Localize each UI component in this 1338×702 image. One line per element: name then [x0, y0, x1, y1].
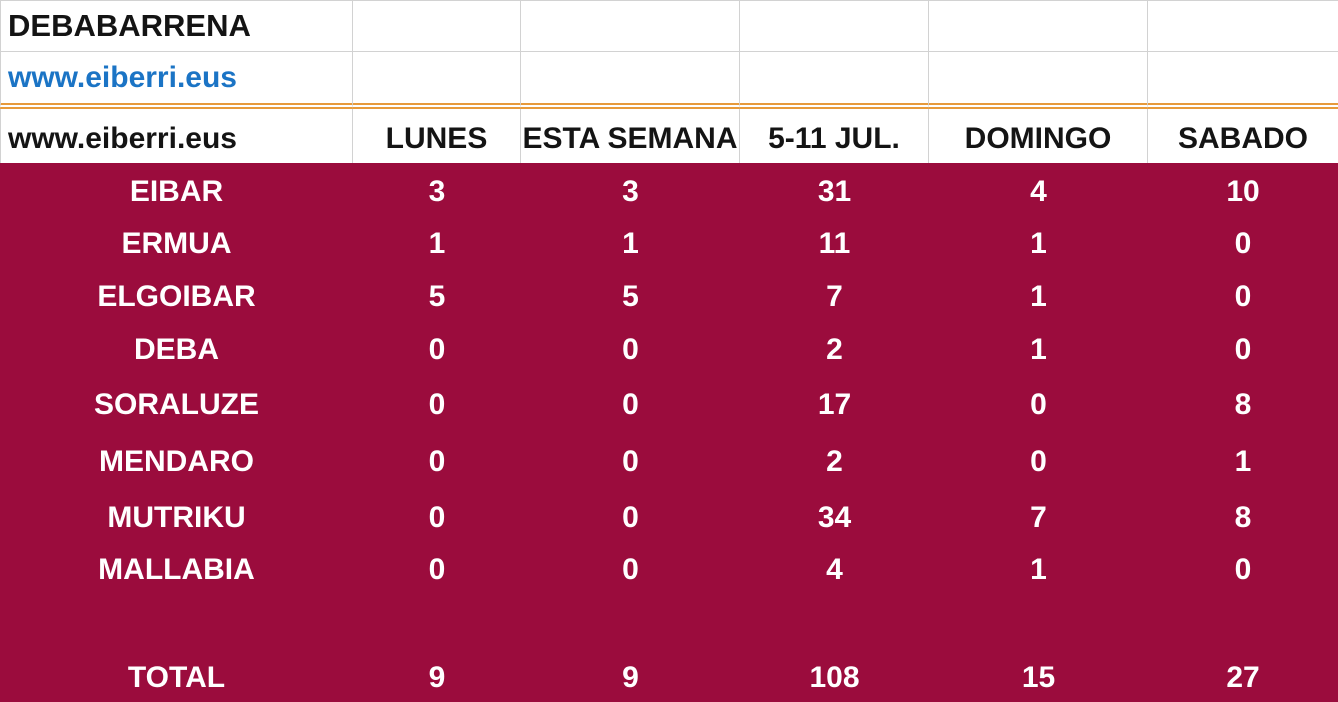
empty-cell[interactable]: [740, 52, 929, 109]
data-block: EIBAR 3 3 31 4 10 ERMUA 1 1 11 1 0 ELGOI…: [0, 163, 1338, 702]
row-label[interactable]: ELGOIBAR: [0, 268, 353, 321]
value-cell[interactable]: 7: [929, 489, 1148, 541]
value-cell[interactable]: 1: [929, 215, 1148, 268]
value-cell[interactable]: 1: [929, 541, 1148, 594]
total-value-cell[interactable]: 9: [521, 648, 740, 702]
empty-row-cell[interactable]: [521, 594, 740, 648]
value-cell[interactable]: 0: [353, 321, 521, 374]
value-cell[interactable]: 5: [353, 268, 521, 321]
value-cell[interactable]: 8: [1148, 374, 1338, 430]
empty-row-cell[interactable]: [1148, 594, 1338, 648]
empty-cell[interactable]: [929, 0, 1148, 52]
value-cell[interactable]: 3: [353, 163, 521, 215]
empty-cell[interactable]: [1148, 52, 1338, 109]
header-cell-website[interactable]: www.eiberri.eus: [0, 109, 353, 163]
value-cell[interactable]: 4: [740, 541, 929, 594]
empty-cell[interactable]: [353, 0, 521, 52]
row-label[interactable]: MENDARO: [0, 430, 353, 489]
row-label[interactable]: DEBA: [0, 321, 353, 374]
empty-cell[interactable]: [740, 0, 929, 52]
empty-row-cell[interactable]: [353, 594, 521, 648]
empty-cell[interactable]: [353, 52, 521, 109]
header-cell-5-11-jul[interactable]: 5-11 JUL.: [740, 109, 929, 163]
value-cell[interactable]: 0: [521, 374, 740, 430]
value-cell[interactable]: 5: [521, 268, 740, 321]
total-value-cell[interactable]: 108: [740, 648, 929, 702]
title-cell[interactable]: DEBABARRENA: [0, 0, 353, 52]
value-cell[interactable]: 3: [521, 163, 740, 215]
value-cell[interactable]: 8: [1148, 489, 1338, 541]
value-cell[interactable]: 10: [1148, 163, 1338, 215]
value-cell[interactable]: 2: [740, 430, 929, 489]
value-cell[interactable]: 0: [1148, 268, 1338, 321]
header-cell-domingo[interactable]: DOMINGO: [929, 109, 1148, 163]
value-cell[interactable]: 0: [353, 430, 521, 489]
value-cell[interactable]: 0: [1148, 321, 1338, 374]
value-cell[interactable]: 7: [740, 268, 929, 321]
value-cell[interactable]: 1: [1148, 430, 1338, 489]
website-link-cell[interactable]: www.eiberri.eus: [0, 52, 353, 109]
value-cell[interactable]: 0: [521, 541, 740, 594]
value-cell[interactable]: 0: [353, 541, 521, 594]
header-cell-esta-semana[interactable]: ESTA SEMANA: [521, 109, 740, 163]
header-cell-sabado[interactable]: SABADO: [1148, 109, 1338, 163]
value-cell[interactable]: 0: [929, 430, 1148, 489]
header-cell-lunes[interactable]: LUNES: [353, 109, 521, 163]
value-cell[interactable]: 11: [740, 215, 929, 268]
value-cell[interactable]: 0: [521, 321, 740, 374]
value-cell[interactable]: 0: [1148, 541, 1338, 594]
row-label[interactable]: MALLABIA: [0, 541, 353, 594]
empty-cell[interactable]: [1148, 0, 1338, 52]
value-cell[interactable]: 4: [929, 163, 1148, 215]
row-label[interactable]: ERMUA: [0, 215, 353, 268]
empty-cell[interactable]: [521, 0, 740, 52]
total-value-cell[interactable]: 9: [353, 648, 521, 702]
total-value-cell[interactable]: 15: [929, 648, 1148, 702]
row-label[interactable]: MUTRIKU: [0, 489, 353, 541]
empty-cell[interactable]: [521, 52, 740, 109]
value-cell[interactable]: 34: [740, 489, 929, 541]
empty-row-cell[interactable]: [929, 594, 1148, 648]
total-label[interactable]: TOTAL: [0, 648, 353, 702]
value-cell[interactable]: 0: [521, 430, 740, 489]
value-cell[interactable]: 0: [929, 374, 1148, 430]
value-cell[interactable]: 0: [521, 489, 740, 541]
empty-row-cell[interactable]: [0, 594, 353, 648]
row-label[interactable]: SORALUZE: [0, 374, 353, 430]
empty-cell[interactable]: [929, 52, 1148, 109]
value-cell[interactable]: 1: [929, 268, 1148, 321]
value-cell[interactable]: 31: [740, 163, 929, 215]
empty-row-cell[interactable]: [740, 594, 929, 648]
value-cell[interactable]: 17: [740, 374, 929, 430]
total-value-cell[interactable]: 27: [1148, 648, 1338, 702]
value-cell[interactable]: 1: [521, 215, 740, 268]
value-cell[interactable]: 0: [353, 489, 521, 541]
value-cell[interactable]: 0: [1148, 215, 1338, 268]
value-cell[interactable]: 0: [353, 374, 521, 430]
sheet-top-rows: DEBABARRENA www.eiberri.eus www.eiberri.…: [0, 0, 1338, 163]
value-cell[interactable]: 2: [740, 321, 929, 374]
value-cell[interactable]: 1: [353, 215, 521, 268]
row-label[interactable]: EIBAR: [0, 163, 353, 215]
value-cell[interactable]: 1: [929, 321, 1148, 374]
